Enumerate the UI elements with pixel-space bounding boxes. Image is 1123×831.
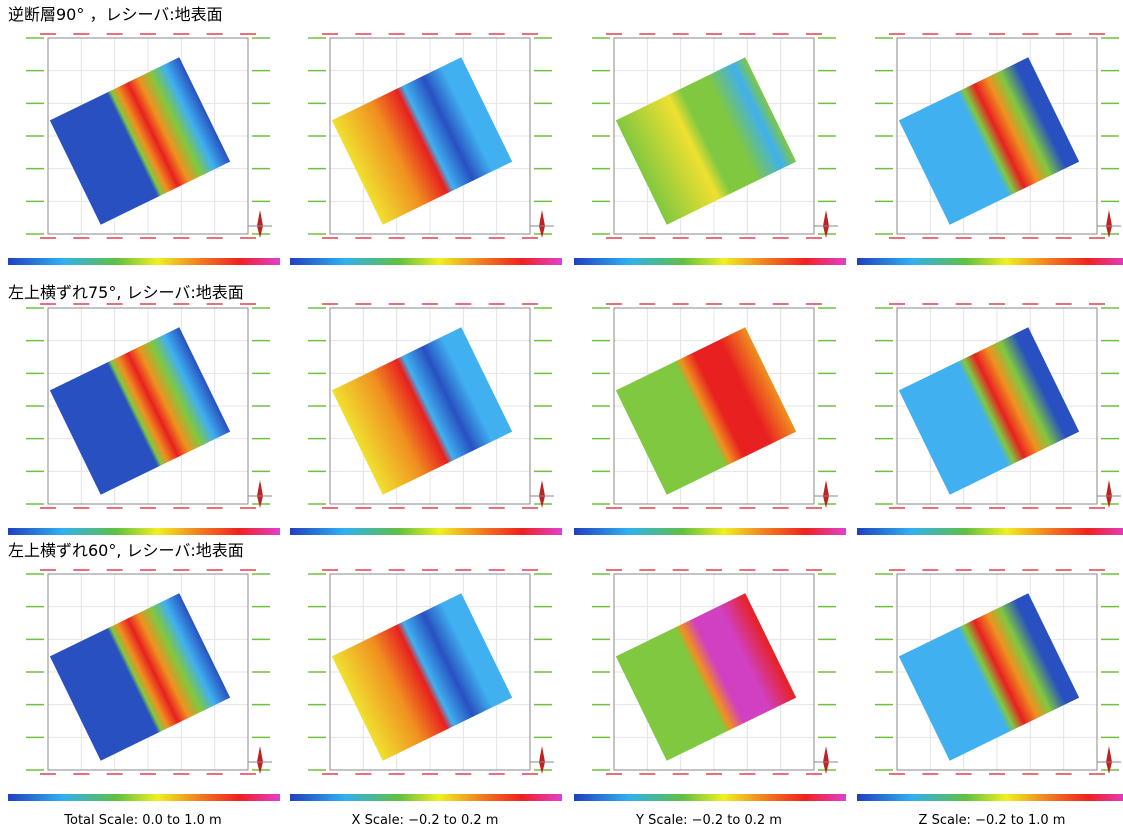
map-frame (47, 573, 249, 771)
north-arrow (257, 210, 263, 238)
colorbar (574, 528, 846, 535)
scale-label: Z Scale: −0.2 to 1.0 m (919, 813, 1066, 828)
map-frame (613, 307, 815, 505)
colorbar (574, 258, 846, 265)
displacement-map (898, 57, 1080, 225)
north-arrow (1106, 480, 1112, 508)
map-frame (613, 37, 815, 235)
scale-label: Total Scale: 0.0 to 1.0 m (63, 813, 221, 828)
map-frame (896, 307, 1098, 505)
displacement-map (49, 57, 231, 225)
colorbar (857, 528, 1123, 535)
colorbar (574, 794, 846, 801)
north-arrow (823, 480, 829, 508)
displacement-map (331, 57, 513, 225)
colorbar (8, 258, 280, 265)
displacement-map (331, 327, 513, 495)
north-arrow (539, 480, 545, 508)
colorbar (290, 794, 562, 801)
displacement-map (49, 327, 231, 495)
displacement-map (331, 593, 513, 761)
map-frame (47, 307, 249, 505)
scale-label: X Scale: −0.2 to 0.2 m (352, 813, 499, 828)
north-arrow (257, 746, 263, 774)
north-arrow (539, 210, 545, 238)
displacement-map (615, 57, 797, 225)
displacement-map (615, 327, 797, 495)
map-frame (329, 307, 531, 505)
colorbar (290, 528, 562, 535)
map-frame (613, 573, 815, 771)
north-arrow (1106, 210, 1112, 238)
north-arrow (539, 746, 545, 774)
map-frame (47, 37, 249, 235)
displacement-map (615, 593, 797, 761)
colorbar (857, 794, 1123, 801)
map-frame (896, 37, 1098, 235)
colorbar (857, 258, 1123, 265)
row-title: 左上横ずれ75°, レシーバ:地表面 (8, 283, 244, 302)
north-arrow (257, 480, 263, 508)
displacement-map (898, 327, 1080, 495)
north-arrow (823, 210, 829, 238)
displacement-map (898, 593, 1080, 761)
north-arrow (1106, 746, 1112, 774)
map-frame (329, 37, 531, 235)
row-title: 左上横ずれ60°, レシーバ:地表面 (8, 541, 244, 560)
scale-label: Y Scale: −0.2 to 0.2 m (635, 813, 782, 828)
displacement-map (49, 593, 231, 761)
north-arrow (823, 746, 829, 774)
colorbar (8, 794, 280, 801)
colorbar (290, 258, 562, 265)
row-title: 逆断層90° ，レシーバ:地表面 (8, 5, 223, 24)
map-frame (329, 573, 531, 771)
colorbar (8, 528, 280, 535)
map-frame (896, 573, 1098, 771)
